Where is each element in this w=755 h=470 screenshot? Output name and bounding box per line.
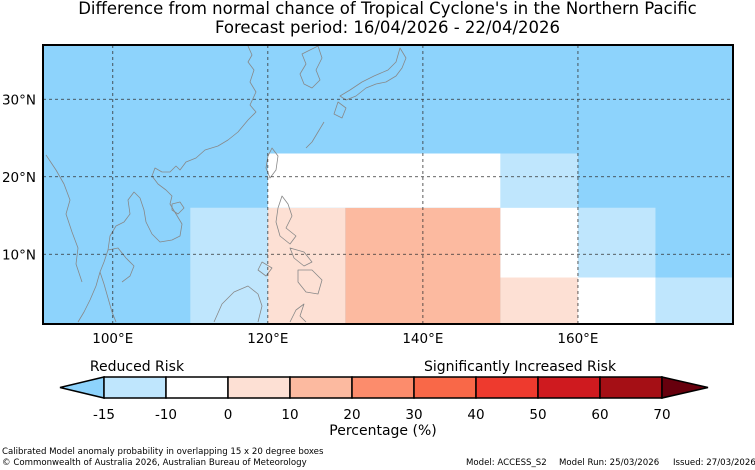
map-frame <box>42 44 734 325</box>
footer-copyright: © Commonwealth of Australia 2026, Austra… <box>2 458 307 468</box>
colorbar-segment <box>537 376 601 399</box>
coastline-luzon <box>275 195 297 245</box>
coastline-kyushu <box>333 101 347 119</box>
colorbar-extend-low <box>59 376 105 399</box>
lat-tick-label: 20°N <box>2 170 36 186</box>
probability-cell-1 <box>267 207 346 324</box>
lon-tick-label: 140°E <box>402 331 443 347</box>
coastline-asia-mainland <box>77 45 257 323</box>
colorbar-tick-label: 70 <box>653 407 670 423</box>
colorbar-segment <box>227 376 291 399</box>
footer-issued: Issued: 27/03/2026 <box>673 458 755 468</box>
coastline-malay-peninsula <box>99 271 117 323</box>
coastline-hainan <box>171 201 185 215</box>
coastline-korea <box>299 45 323 89</box>
colorbar-segment <box>289 376 353 399</box>
lon-tick-label: 160°E <box>557 331 598 347</box>
probability-cell-0 <box>190 207 268 324</box>
colorbar-tick-label: -15 <box>93 407 115 423</box>
footer-note: Calibrated Model anomaly probability in … <box>2 447 324 457</box>
colorbar-extend-high <box>661 376 709 399</box>
lat-tick-label: 10°N <box>2 247 36 263</box>
colorbar-tick-label: -10 <box>155 407 177 423</box>
colorbar-tick-label: 60 <box>591 407 608 423</box>
coastline-borneo <box>213 285 263 323</box>
probability-cell-9 <box>655 277 733 324</box>
colorbar-segment <box>413 376 477 399</box>
lon-tick-label: 120°E <box>247 331 288 347</box>
probability-cell-8 <box>577 277 656 324</box>
colorbar-segment <box>165 376 229 399</box>
map-panel: 10°N 20°N 30°N 100°E 120°E 140°E 160°E <box>2 44 734 347</box>
coastline-palawan <box>257 261 273 277</box>
chart-title-line1: Difference from normal chance of Tropica… <box>78 0 697 18</box>
colorbar-segment <box>475 376 539 399</box>
coastline-mindanao <box>297 269 323 295</box>
colorbar: Reduced Risk Significantly Increased Ris… <box>59 359 709 439</box>
chart-title-line2: Forecast period: 16/04/2026 - 22/04/2026 <box>214 18 561 37</box>
coastline-sulawesi <box>289 303 307 323</box>
colorbar-segment <box>351 376 415 399</box>
coastline-visayas <box>289 247 313 267</box>
colorbar-segment <box>599 376 663 399</box>
probability-cell-7 <box>577 207 656 278</box>
colorbar-label-reduced: Reduced Risk <box>90 359 185 375</box>
colorbar-label-increased: Significantly Increased Risk <box>424 359 617 375</box>
probability-cell-5 <box>500 207 578 278</box>
colorbar-title: Percentage (%) <box>329 423 436 439</box>
colorbar-tick-label: 40 <box>467 407 484 423</box>
coastline-gulf-thailand <box>107 247 135 283</box>
footer-model-run: Model Run: 25/03/2026 <box>559 458 660 468</box>
probability-cell-6 <box>500 277 578 324</box>
probability-cell-3 <box>267 153 501 208</box>
colorbar-tick-label: 30 <box>405 407 422 423</box>
colorbar-tick-label: 10 <box>281 407 298 423</box>
probability-cell-4 <box>500 153 578 208</box>
coastline-ryukyu <box>305 121 325 149</box>
lat-tick-label: 30°N <box>2 92 36 108</box>
coastline-japan <box>339 47 407 101</box>
colorbar-segment <box>103 376 167 399</box>
colorbar-tick-label: 50 <box>529 407 546 423</box>
colorbar-tick-label: 20 <box>343 407 360 423</box>
coastline-myanmar <box>45 154 83 283</box>
colorbar-tick-label: 0 <box>224 407 233 423</box>
lon-tick-label: 100°E <box>92 331 133 347</box>
footer-model: Model: ACCESS_S2 <box>466 458 547 468</box>
